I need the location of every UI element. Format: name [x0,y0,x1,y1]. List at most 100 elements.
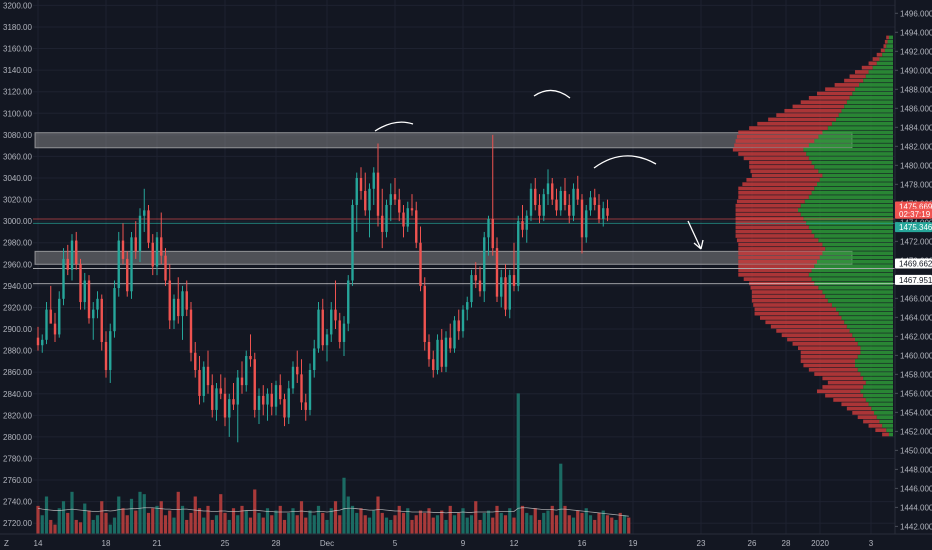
volume-bar [214,515,219,534]
time-axis-tick-label: 9 [461,539,466,548]
volume-bar [176,491,180,534]
candle-body [308,370,312,410]
volume-bar [53,524,57,534]
volume-bar [338,515,342,534]
volume-bar [461,508,465,534]
candle-body [466,302,469,310]
volume-profile-bar-down [738,152,807,156]
volume-profile-bar-up [811,268,893,273]
volume-bar [104,512,108,534]
volume-bar [180,505,185,534]
left-axis-tick-label: 2840.00 [3,390,32,399]
candle-body [355,178,358,205]
candle-body [474,275,477,281]
volume-profile-bar-down [743,277,812,281]
right-axis-tick-label: 1486.000 [900,104,932,113]
volume-bar [329,508,333,534]
candle-body [568,204,571,216]
volume-profile-bar-up [857,367,893,372]
volume-bar [108,524,112,534]
left-axis-tick-label: 2940.00 [3,282,32,291]
volume-profile-bar-up [831,303,893,307]
volume-profile-bar-up [846,324,893,329]
candle-body [436,339,439,371]
volume-bar [227,519,231,534]
candle-body [364,190,367,211]
volume-profile-bar-up [860,346,893,351]
volume-bar [554,515,559,534]
candle-body [223,393,227,418]
volume-bar [95,515,100,534]
volume-profile-bar-down [833,398,866,402]
candle-body [593,197,596,205]
volume-bar [159,501,163,534]
time-axis-tick-label: 28 [272,539,281,548]
volume-bar [253,489,257,534]
left-axis-tick-label: 3040.00 [3,174,32,183]
candle-body [461,309,465,332]
volume-profile-bar-down [875,428,887,432]
left-axis-tick-label: 2740.00 [3,498,32,507]
volume-profile-bar-down [749,126,828,130]
volume-profile-bar-down [738,190,812,195]
volume-profile-bar-up [868,70,893,74]
candle-body [143,210,146,216]
candle-body [53,323,57,335]
volume-bar [333,501,338,534]
down-arrow-drawing [687,220,704,250]
volume-bar [372,510,376,534]
volume-profile-bar-down [822,376,864,381]
volume-profile-bar-up [876,415,893,420]
volume-bar [146,512,151,534]
volume-profile-bar-down [735,212,801,217]
volume-profile-bar-up [860,389,893,394]
left-axis-tick-label: 2920.00 [3,303,32,312]
volume-profile-bar-down [751,298,828,303]
volume-profile-bar-up [803,147,893,152]
volume-profile-bar-down [735,234,815,238]
volume-profile-bar-down [750,285,819,290]
volume-bar [482,512,486,534]
volume-profile-bar-up [811,277,893,281]
volume-bar [274,510,278,534]
candle-body [287,388,290,418]
candle-body [500,277,503,297]
volume-bar [40,515,44,534]
candle-body [359,178,363,191]
volume-bar [588,515,593,534]
volume-bar [423,512,427,534]
time-axis-panel [0,534,932,550]
volume-profile-bar-down [738,247,826,251]
volume-profile-bar-down [817,91,853,96]
volume-profile-bar-up [841,316,893,320]
volume-bar [74,519,78,534]
candle-body [572,188,575,216]
volume-profile-bar-up [811,229,893,234]
volume-profile-bar-down [844,78,864,83]
volume-bar [57,508,61,534]
volume-profile-bar-down [736,134,819,139]
right-axis-tick-label: 1492.000 [900,47,932,56]
right-axis-tick-label: 1458.000 [900,370,932,379]
candle-body [58,298,61,335]
candle-body [66,258,69,270]
candle-body [211,385,214,410]
volume-profile-bar-down [841,402,869,407]
volume-bar [435,515,440,534]
left-axis-tick-label: 2720.00 [3,519,32,528]
volume-profile-bar-down [776,329,850,333]
volume-bar [410,519,414,534]
time-axis-corner-label: Z [4,539,9,548]
volume-bar [397,505,401,534]
volume-profile-bar-down [822,385,864,389]
volume-profile-bar-down [757,121,832,126]
volume-bar [257,512,261,534]
volume-bar [559,463,563,534]
volume-bar [346,496,350,534]
volume-bar [508,508,512,534]
volume-profile-bar-up [825,294,893,299]
volume-bar [444,519,448,534]
volume-bar [414,515,418,534]
candle-body [453,320,456,349]
